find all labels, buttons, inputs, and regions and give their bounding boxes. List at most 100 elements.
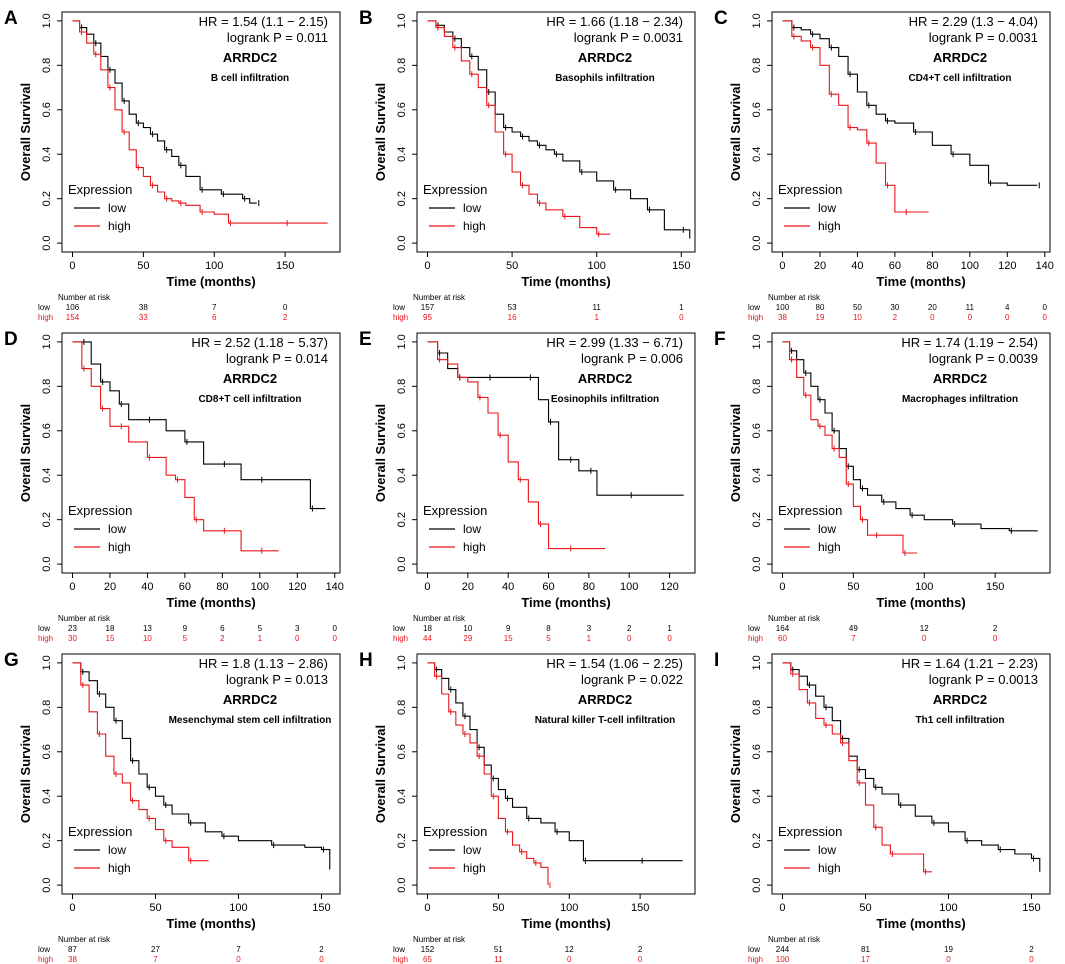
y-tick-label: 0.8 (41, 700, 53, 715)
survival-curve-high (782, 662, 932, 873)
x-tick-label: 60 (179, 581, 191, 593)
km-plot: I 0.0 0.2 0.4 0.6 0.8 1.0 0 50 100 150 Overall Surv… (714, 650, 1051, 964)
km-panel-a: A 0.0 0.2 0.4 0.6 0.8 1.0 0 50 100 150 Overall Surv… (0, 0, 355, 322)
risk-count-low: 10 (463, 624, 472, 633)
risk-count-high: 30 (68, 634, 77, 643)
risk-row-label-low: low (393, 945, 405, 954)
legend-label-high: high (818, 861, 841, 875)
km-panel-h: H 0.0 0.2 0.4 0.6 0.8 1.0 0 50 100 150 Overall Surv… (355, 642, 710, 964)
legend-label-low: low (463, 201, 481, 215)
x-tick-label: 120 (998, 260, 1016, 272)
survival-curve-high (782, 341, 918, 554)
risk-count-high: 0 (946, 955, 951, 964)
legend-label-low: low (463, 843, 481, 857)
x-tick-label: 50 (149, 902, 161, 914)
y-tick-label: 0.2 (396, 512, 408, 527)
legend-label-low: low (463, 522, 481, 536)
risk-row-label-low: low (393, 624, 405, 633)
gene-name: ARRDC2 (933, 371, 987, 386)
risk-table-title: Number at risk (58, 293, 111, 302)
y-tick-label: 1.0 (751, 334, 763, 349)
hazard-ratio: HR = 2.99 (1.33 − 6.71) (546, 335, 683, 350)
risk-count-low: 9 (506, 624, 511, 633)
cell-type-label: Eosinophils infiltration (551, 394, 659, 405)
risk-count-high: 65 (423, 955, 432, 964)
risk-count-low: 12 (920, 624, 929, 633)
risk-table-title: Number at risk (58, 935, 111, 944)
risk-row-label-low: low (393, 303, 405, 312)
y-tick-label: 0.8 (751, 379, 763, 394)
x-tick-label: 50 (137, 260, 149, 272)
y-tick-label: 0.6 (41, 423, 53, 438)
risk-count-high: 60 (778, 634, 787, 643)
x-axis-title: Time (months) (166, 595, 255, 610)
risk-count-low: 19 (944, 945, 953, 954)
y-tick-label: 0.8 (751, 700, 763, 715)
km-panel-e: E 0.0 0.2 0.4 0.6 0.8 1.0 0 20 40 60 80 100 120 Overal… (355, 321, 710, 643)
y-tick-label: 0.4 (41, 468, 53, 483)
y-tick-label: 1.0 (41, 13, 53, 28)
hazard-ratio: HR = 1.8 (1.13 − 2.86) (199, 656, 328, 671)
x-tick-label: 40 (851, 260, 863, 272)
x-tick-label: 100 (251, 581, 269, 593)
risk-count-low: 2 (627, 624, 632, 633)
x-tick-label: 140 (1036, 260, 1054, 272)
x-tick-label: 0 (69, 902, 75, 914)
risk-count-low: 2 (1029, 945, 1034, 954)
risk-count-low: 9 (183, 624, 188, 633)
risk-count-high: 0 (968, 313, 973, 322)
x-tick-label: 20 (462, 581, 474, 593)
x-axis-title: Time (months) (876, 916, 965, 931)
risk-count-high: 11 (494, 955, 503, 964)
risk-count-low: 53 (508, 303, 517, 312)
km-plot: D0.00.20.40.60.81.00 20 40 60 80 100 120 140Ove… (4, 329, 344, 643)
y-tick-label: 0.8 (41, 379, 53, 394)
legend-label-high: high (108, 219, 131, 233)
km-panel-b: B 0.0 0.2 0.4 0.6 0.8 1.0 0 50 100 150 Overall Surv… (355, 0, 710, 322)
x-tick-label: 0 (424, 902, 430, 914)
legend-label-high: high (108, 861, 131, 875)
x-tick-label: 100 (620, 581, 638, 593)
gene-name: ARRDC2 (223, 692, 277, 707)
logrank-p: logrank P = 0.011 (227, 30, 328, 45)
cell-type-label: B cell infiltration (211, 73, 289, 84)
y-tick-label: 0.0 (396, 877, 408, 892)
survival-curve-high (72, 341, 279, 552)
x-tick-label: 0 (424, 260, 430, 272)
x-tick-label: 20 (814, 260, 826, 272)
km-plot: B 0.0 0.2 0.4 0.6 0.8 1.0 0 50 100 150 Overall Surv… (359, 8, 696, 322)
risk-count-high: 38 (778, 313, 787, 322)
risk-count-low: 7 (212, 303, 217, 312)
risk-count-low: 100 (776, 303, 790, 312)
plot-frame (61, 332, 341, 574)
x-axis-title: Time (months) (876, 595, 965, 610)
risk-count-high: 6 (212, 313, 217, 322)
y-tick-label: 0.2 (751, 833, 763, 848)
legend-title: Expression (778, 182, 842, 197)
legend-label-low: low (818, 843, 836, 857)
risk-row-label-high: high (748, 955, 763, 964)
survival-curve-low (72, 662, 331, 870)
risk-count-low: 2 (638, 945, 643, 954)
risk-count-low: 3 (587, 624, 592, 633)
legend-label-low: low (818, 522, 836, 536)
x-tick-label: 80 (583, 581, 595, 593)
y-tick-label: 0.6 (41, 102, 53, 117)
risk-count-high: 7 (153, 955, 158, 964)
plot-frame (61, 11, 341, 253)
survival-curve-low (782, 20, 1038, 186)
risk-count-low: 8 (546, 624, 551, 633)
y-tick-label: 0.2 (41, 833, 53, 848)
y-tick-label: 1.0 (396, 655, 408, 670)
x-axis-title: Time (months) (521, 274, 610, 289)
y-tick-label: 0.2 (396, 833, 408, 848)
gene-name: ARRDC2 (578, 692, 632, 707)
panel-letter: E (359, 329, 372, 350)
x-tick-label: 100 (229, 902, 247, 914)
y-tick-label: 0.4 (41, 789, 53, 804)
gene-name: ARRDC2 (578, 371, 632, 386)
risk-count-high: 10 (143, 634, 152, 643)
panel-letter: A (4, 8, 18, 29)
legend-label-low: low (108, 201, 126, 215)
risk-row-label-low: low (748, 303, 760, 312)
